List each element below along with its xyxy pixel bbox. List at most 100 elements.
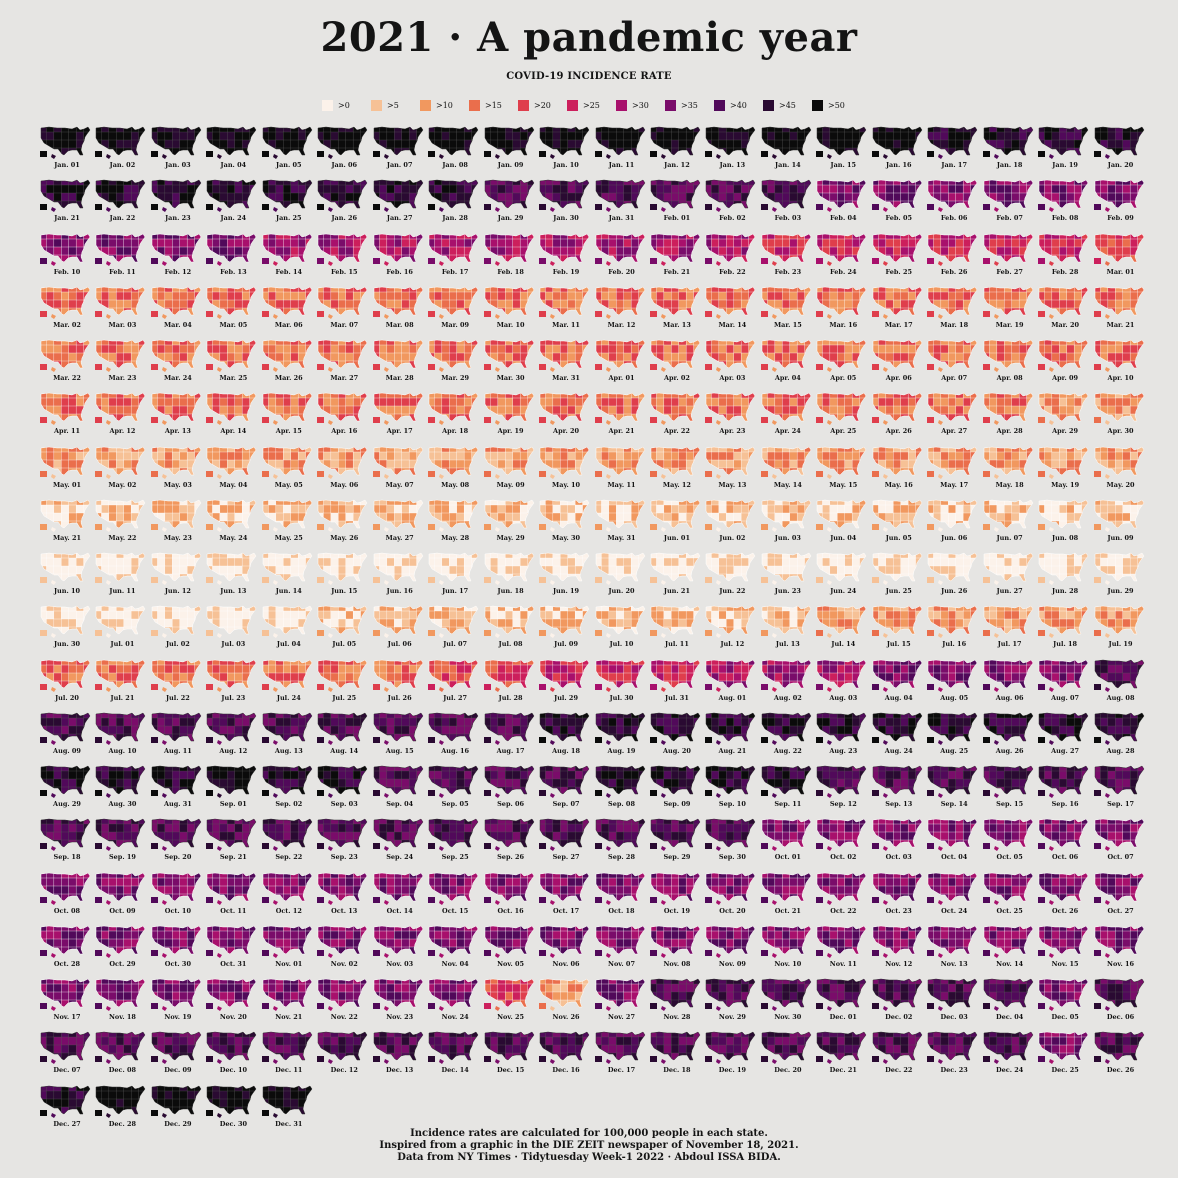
day-map: Jun. 01: [649, 497, 705, 547]
us-map: [539, 605, 590, 639]
day-map: Jan. 13: [704, 124, 760, 174]
day-map: Jun. 26: [926, 550, 982, 600]
us-map: [539, 872, 590, 905]
day-map: Oct. 15: [427, 870, 483, 920]
day-map: Feb. 13: [205, 231, 261, 281]
day-label: Dec. 12: [330, 1066, 358, 1075]
day-map: Dec. 13: [372, 1029, 428, 1079]
day-label: Dec. 17: [607, 1066, 636, 1075]
us-map: [1093, 605, 1144, 639]
us-map: [760, 392, 812, 426]
day-label: Jul. 04: [276, 640, 301, 649]
day-label: Jan. 15: [830, 161, 857, 169]
day-map: Apr. 15: [261, 390, 317, 440]
us-map: [428, 392, 479, 426]
day-map: May. 12: [649, 444, 705, 494]
day-label: Sep. 09: [663, 800, 691, 808]
day-map: Jan. 12: [649, 124, 705, 174]
us-map: [594, 126, 645, 159]
day-map: Mar. 08: [372, 284, 428, 334]
day-label: Jan. 04: [220, 161, 247, 169]
day-map: Dec. 31: [261, 1083, 317, 1133]
us-map: [317, 872, 368, 905]
day-map: Mar. 17: [871, 284, 927, 334]
day-label: May. 25: [274, 533, 303, 542]
us-map: [95, 712, 146, 745]
us-map: [927, 1031, 978, 1065]
day-map: Oct. 19: [649, 870, 705, 920]
legend-label: >5: [387, 100, 399, 110]
day-map: Aug. 25: [926, 710, 982, 760]
us-map: [150, 286, 202, 319]
day-map: Aug. 28: [1093, 710, 1149, 760]
us-map: [594, 552, 645, 585]
us-map: [372, 712, 423, 745]
day-map: Mar. 20: [1037, 284, 1093, 334]
us-map: [483, 286, 534, 319]
day-label: Sep. 18: [53, 853, 81, 862]
us-map: [760, 765, 812, 798]
us-map: [150, 179, 202, 213]
us-map: [649, 605, 701, 639]
day-label: Oct. 17: [552, 906, 580, 915]
day-label: Jan. 13: [719, 161, 746, 169]
us-map: [649, 765, 701, 798]
day-map: Dec. 10: [205, 1029, 261, 1079]
day-label: Feb. 04: [830, 214, 857, 223]
day-map: Dec. 12: [316, 1029, 372, 1079]
us-map: [372, 179, 423, 213]
day-label: Jan. 23: [165, 214, 191, 223]
day-map: Dec. 14: [427, 1029, 483, 1079]
day-label: Sep. 23: [330, 853, 358, 862]
day-label: Sep. 12: [829, 800, 857, 808]
day-label: Aug. 09: [53, 746, 81, 755]
day-map: Jul. 04: [261, 603, 317, 653]
footer-line-1: Incidence rates are calculated for 100,0…: [410, 1128, 768, 1139]
day-map: Dec. 07: [39, 1029, 95, 1079]
us-map: [261, 925, 313, 958]
day-label: May. 09: [496, 480, 525, 489]
day-label: May. 06: [330, 480, 359, 489]
day-label: Oct. 13: [331, 906, 358, 915]
day-label: Dec. 06: [1106, 1013, 1135, 1021]
day-map: Jun. 20: [594, 550, 650, 600]
day-map: Mar. 16: [815, 284, 871, 334]
us-map: [317, 978, 368, 1011]
day-map: Aug. 26: [982, 710, 1038, 760]
day-map: Mar. 03: [94, 284, 150, 334]
us-map: [428, 286, 479, 319]
us-map: [372, 552, 423, 585]
us-map: [261, 818, 313, 852]
us-map: [705, 1031, 756, 1065]
us-map: [594, 605, 645, 639]
day-label: Sep. 30: [718, 853, 746, 862]
day-label: Oct. 25: [996, 906, 1023, 915]
day-map: Sep. 08: [594, 763, 650, 813]
us-map: [206, 446, 257, 479]
day-label: Mar. 17: [884, 320, 913, 329]
day-label: Dec. 11: [275, 1066, 303, 1075]
day-map: May. 31: [594, 497, 650, 547]
us-map: [40, 1031, 91, 1065]
day-map: Dec. 09: [150, 1029, 206, 1079]
day-map: Feb. 12: [150, 231, 206, 281]
day-map: May. 11: [594, 444, 650, 494]
day-label: Mar. 28: [385, 374, 414, 382]
us-map: [1038, 605, 1089, 639]
us-map: [261, 659, 313, 692]
day-map: Jan. 10: [538, 124, 594, 174]
us-map: [871, 126, 923, 159]
day-label: Sep. 02: [275, 800, 303, 808]
day-map: May. 29: [483, 497, 539, 547]
us-map: [1038, 233, 1089, 266]
us-map: [206, 605, 257, 639]
day-map: Jan. 20: [1093, 124, 1149, 174]
us-map: [871, 925, 923, 958]
us-map: [539, 126, 590, 159]
day-map: Sep. 18: [39, 816, 95, 866]
day-label: Mar. 08: [385, 320, 414, 329]
legend-item: >20: [518, 98, 551, 112]
us-map: [982, 339, 1033, 372]
day-map: Apr. 14: [205, 390, 261, 440]
day-map: Apr. 26: [871, 390, 927, 440]
